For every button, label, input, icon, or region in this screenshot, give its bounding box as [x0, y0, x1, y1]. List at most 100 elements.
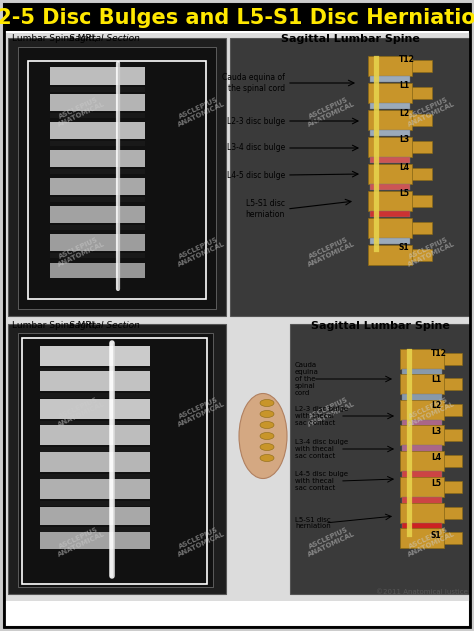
Ellipse shape	[260, 411, 274, 418]
Bar	[444, 378, 462, 390]
Text: ASCLEPIUS
ANATOMICAL: ASCLEPIUS ANATOMICAL	[54, 94, 106, 127]
Text: L4: L4	[399, 163, 409, 172]
Bar	[412, 249, 432, 261]
Bar	[402, 497, 442, 504]
Text: ASCLEPIUS
ANATOMICAL: ASCLEPIUS ANATOMICAL	[404, 394, 456, 428]
Bar	[400, 425, 444, 445]
Bar	[230, 38, 470, 316]
Bar	[40, 479, 150, 499]
Bar	[40, 501, 150, 506]
Text: Sagittal Section: Sagittal Section	[69, 321, 140, 330]
Text: S1: S1	[399, 244, 410, 252]
Bar	[368, 56, 412, 76]
Bar	[18, 47, 216, 309]
Bar	[402, 445, 442, 452]
Text: ASCLEPIUS
ANATOMICAL: ASCLEPIUS ANATOMICAL	[304, 94, 356, 127]
Text: L2: L2	[399, 109, 409, 117]
Bar	[50, 150, 145, 167]
Bar	[50, 178, 145, 195]
Bar	[40, 532, 150, 549]
Text: ASCLEPIUS
ANATOMICAL: ASCLEPIUS ANATOMICAL	[404, 524, 456, 558]
Text: Lumbar Spine MRI,: Lumbar Spine MRI,	[12, 34, 100, 43]
Bar	[40, 452, 150, 472]
Ellipse shape	[239, 394, 287, 478]
Bar	[400, 451, 444, 471]
Bar	[370, 103, 410, 109]
Text: ©2011 Anatomical Justice: ©2011 Anatomical Justice	[376, 588, 468, 595]
Bar	[412, 195, 432, 207]
Bar	[50, 87, 145, 92]
Bar	[8, 324, 226, 594]
Bar	[444, 429, 462, 441]
Bar	[402, 420, 442, 427]
Ellipse shape	[260, 444, 274, 451]
Text: Sagittal Lumbar Spine: Sagittal Lumbar Spine	[281, 34, 419, 44]
Bar	[50, 253, 145, 258]
Bar	[444, 404, 462, 416]
Bar	[18, 333, 213, 587]
Text: L2-3 disc bulge: L2-3 disc bulge	[227, 117, 285, 126]
Bar	[412, 141, 432, 153]
Text: Cauda equina of
the spinal cord: Cauda equina of the spinal cord	[222, 73, 285, 93]
Bar	[400, 374, 444, 394]
Bar	[368, 191, 412, 211]
Bar	[412, 222, 432, 234]
Bar	[50, 141, 145, 146]
Bar	[40, 368, 150, 373]
Bar	[402, 394, 442, 401]
Bar	[50, 197, 145, 202]
Ellipse shape	[260, 454, 274, 461]
Bar	[50, 225, 145, 230]
Bar	[40, 393, 150, 398]
Text: Sagittal Section: Sagittal Section	[69, 34, 140, 43]
Bar	[40, 421, 150, 426]
Bar	[412, 114, 432, 126]
Bar	[50, 122, 145, 139]
Bar	[370, 211, 410, 217]
Bar	[412, 168, 432, 180]
Bar	[412, 87, 432, 99]
Text: L5: L5	[399, 189, 409, 199]
FancyBboxPatch shape	[4, 4, 470, 627]
Text: L5-S1 disc
herniation: L5-S1 disc herniation	[295, 517, 331, 529]
Bar	[444, 455, 462, 467]
Bar	[50, 234, 145, 251]
Text: L5-S1 disc
herniation: L5-S1 disc herniation	[246, 199, 285, 219]
Text: L3: L3	[399, 136, 409, 144]
Text: L5: L5	[431, 478, 441, 488]
Text: Sagittal Lumbar Spine: Sagittal Lumbar Spine	[310, 321, 449, 331]
Text: ASCLEPIUS
ANATOMICAL: ASCLEPIUS ANATOMICAL	[54, 394, 106, 428]
Text: L2: L2	[431, 401, 441, 410]
Bar	[40, 425, 150, 445]
Bar	[370, 184, 410, 190]
Text: L4: L4	[431, 452, 441, 461]
Text: L2-3 disc bulge
with thecal
sac contact: L2-3 disc bulge with thecal sac contact	[295, 406, 348, 426]
Text: L1: L1	[431, 375, 441, 384]
Bar	[40, 447, 150, 452]
Bar	[368, 164, 412, 184]
Text: L3-4 disc bulge: L3-4 disc bulge	[227, 143, 285, 153]
Text: ASCLEPIUS
ANATOMICAL: ASCLEPIUS ANATOMICAL	[404, 234, 456, 268]
Bar	[444, 507, 462, 519]
Bar	[402, 369, 442, 376]
Bar	[50, 67, 145, 85]
Text: ASCLEPIUS
ANATOMICAL: ASCLEPIUS ANATOMICAL	[304, 524, 356, 558]
Bar	[400, 349, 444, 369]
Bar	[368, 245, 412, 265]
Bar	[50, 206, 145, 223]
Bar	[22, 338, 207, 584]
Bar	[50, 169, 145, 174]
Text: S1: S1	[431, 531, 442, 540]
Text: ASCLEPIUS
ANATOMICAL: ASCLEPIUS ANATOMICAL	[404, 94, 456, 127]
Bar	[368, 218, 412, 238]
Bar	[400, 477, 444, 497]
Bar	[40, 527, 150, 532]
Bar	[370, 130, 410, 136]
Text: ASCLEPIUS
ANATOMICAL: ASCLEPIUS ANATOMICAL	[54, 524, 106, 558]
Bar	[400, 503, 444, 523]
Text: ASCLEPIUS
ANATOMICAL: ASCLEPIUS ANATOMICAL	[304, 394, 356, 428]
Bar	[4, 4, 470, 31]
Ellipse shape	[260, 399, 274, 406]
Bar	[402, 471, 442, 478]
Ellipse shape	[260, 422, 274, 428]
